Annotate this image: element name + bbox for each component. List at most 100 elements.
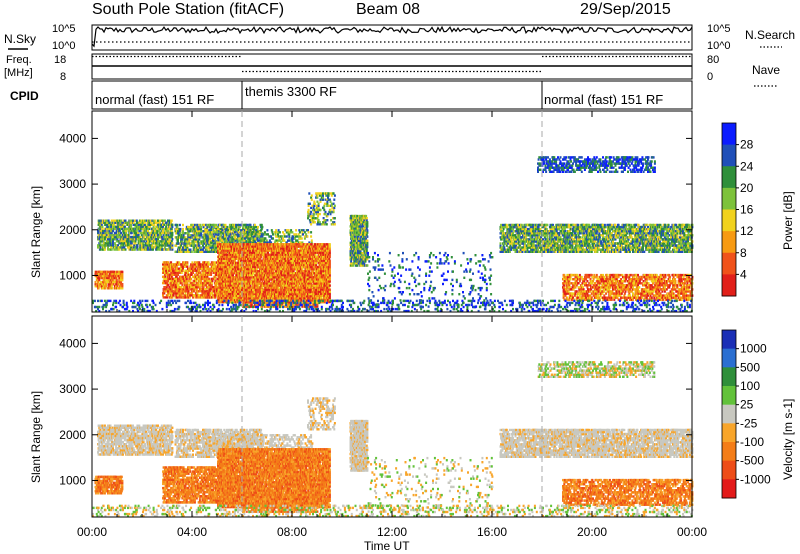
power-cell — [193, 242, 196, 245]
power-cell — [260, 237, 263, 240]
power-cell — [298, 231, 301, 234]
power-cell — [157, 238, 159, 241]
power-cell — [250, 225, 253, 229]
power-cell — [217, 298, 220, 302]
power-cell — [243, 235, 246, 238]
power-cell — [299, 235, 302, 238]
power-cell — [169, 290, 172, 293]
power-cell — [130, 244, 133, 247]
power-cell — [204, 229, 207, 232]
power-cell — [202, 283, 204, 287]
power-cell — [145, 227, 148, 231]
freq-label-line1: Freq. — [6, 54, 32, 66]
power-cell — [159, 227, 162, 231]
power-cell — [295, 229, 298, 232]
power-cell — [174, 271, 177, 274]
power-cell — [157, 233, 160, 237]
power-cell — [180, 281, 183, 285]
power-cell — [113, 276, 116, 280]
power-cell — [125, 229, 128, 233]
power-cell — [189, 279, 192, 283]
power-cell — [173, 290, 176, 293]
power-cell — [123, 233, 126, 237]
power-cell — [148, 248, 151, 251]
power-cell — [107, 276, 109, 280]
power-cell — [257, 241, 259, 244]
power-cell — [132, 221, 135, 224]
power-cell — [162, 223, 164, 226]
power-cell — [194, 265, 197, 268]
power-cell — [175, 292, 178, 295]
power-cell — [113, 225, 116, 229]
power-cell — [168, 240, 171, 243]
power-cell — [99, 270, 102, 274]
power-cell — [144, 219, 147, 222]
power-cell — [115, 248, 118, 251]
power-cell — [230, 223, 233, 227]
power-cell — [114, 287, 117, 290]
power-cell — [221, 229, 224, 232]
power-cell — [148, 225, 151, 229]
power-cell — [105, 283, 108, 286]
power-cell — [144, 242, 147, 245]
power-cell — [205, 248, 208, 251]
power-cell — [195, 294, 198, 297]
power-cell — [133, 233, 136, 237]
power-cell — [125, 227, 128, 231]
power-cell — [134, 242, 137, 245]
power-cell — [198, 263, 201, 266]
nsearch-label: N.Search — [745, 28, 795, 42]
power-cell — [209, 227, 212, 231]
power-cell — [190, 286, 193, 289]
power-cell — [108, 283, 111, 286]
power-cell — [186, 263, 189, 266]
power-cell — [97, 235, 100, 239]
power-cell — [291, 239, 294, 242]
power-cell — [102, 274, 104, 278]
power-cell — [116, 227, 119, 231]
power-cell — [142, 225, 145, 229]
power-cell — [98, 242, 101, 245]
power-cell — [122, 221, 124, 224]
power-cell — [215, 288, 218, 291]
power-cell — [143, 227, 146, 231]
power-cell — [293, 233, 296, 236]
power-cell — [115, 283, 118, 286]
power-cell — [94, 274, 97, 278]
power-cell — [169, 265, 172, 268]
power-cell — [188, 267, 191, 270]
power-cell — [213, 242, 216, 245]
power-cell — [121, 278, 124, 282]
power-cell — [121, 270, 124, 274]
power-cell — [109, 238, 112, 241]
power-cell — [99, 233, 102, 237]
power-cell — [122, 238, 125, 241]
power-cell — [142, 229, 145, 233]
power-cell — [248, 241, 251, 244]
power-cell — [170, 292, 173, 295]
power-cell — [228, 223, 231, 227]
power-cell — [189, 265, 192, 268]
power-cell — [225, 239, 228, 242]
power-cell — [125, 244, 128, 247]
power-cell — [179, 232, 182, 235]
power-cell — [207, 294, 210, 297]
power-cell — [200, 230, 203, 233]
power-cell — [195, 240, 198, 243]
power-cell — [171, 233, 174, 237]
power-cell — [193, 236, 196, 239]
power-cell — [249, 223, 252, 227]
power-cell — [128, 248, 131, 251]
power-cell — [143, 225, 146, 229]
power-cell — [140, 240, 143, 243]
power-cell — [203, 223, 206, 227]
power-cell — [110, 246, 113, 249]
cpid-segment-2: themis 3300 RF — [245, 84, 337, 99]
power-cell — [134, 227, 137, 231]
power-cell — [287, 229, 290, 232]
power-cell — [201, 296, 204, 299]
power-cell — [156, 231, 159, 235]
power-cell — [120, 221, 123, 224]
power-cell — [187, 267, 189, 270]
power-cell — [162, 240, 165, 243]
